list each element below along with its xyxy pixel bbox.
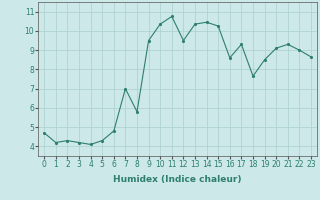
X-axis label: Humidex (Indice chaleur): Humidex (Indice chaleur) (113, 175, 242, 184)
